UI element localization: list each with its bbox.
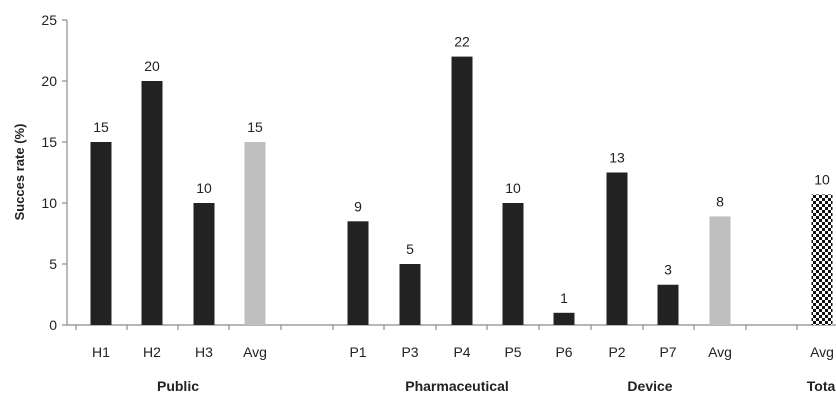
bar-device-p7 xyxy=(657,284,679,325)
bar-total-avg xyxy=(811,194,833,325)
data-label: 15 xyxy=(93,119,109,135)
y-tick-label: 20 xyxy=(41,73,57,89)
data-label: 8 xyxy=(716,193,724,209)
group-label-pharmaceutical: Pharmaceutical xyxy=(405,378,509,394)
group-label-total: Total xyxy=(807,378,836,394)
bar-public-h1 xyxy=(90,142,112,325)
bar-device-p2 xyxy=(606,172,628,325)
data-label: 22 xyxy=(454,34,470,50)
bar-public-h3 xyxy=(193,203,215,325)
data-label: 10 xyxy=(505,180,521,196)
bar-public-avg xyxy=(244,142,266,325)
y-tick-label: 0 xyxy=(49,317,57,333)
x-category-label: P6 xyxy=(555,344,572,360)
x-category-label: H2 xyxy=(143,344,161,360)
x-category-label: P1 xyxy=(349,344,366,360)
x-category-label: H1 xyxy=(92,344,110,360)
data-label: 15 xyxy=(247,119,263,135)
x-category-label: Avg xyxy=(810,344,834,360)
x-category-label: P7 xyxy=(659,344,676,360)
group-label-public: Public xyxy=(157,378,199,394)
bar-pharmaceutical-p6 xyxy=(553,312,575,325)
y-tick-label: 10 xyxy=(41,195,57,211)
data-label: 10 xyxy=(814,171,830,187)
x-category-label: P3 xyxy=(401,344,418,360)
x-category-label: P4 xyxy=(453,344,470,360)
x-category-label: H3 xyxy=(195,344,213,360)
x-category-label: Avg xyxy=(243,344,267,360)
x-category-label: P5 xyxy=(504,344,521,360)
bar-pharmaceutical-p4 xyxy=(451,56,473,325)
bar-pharmaceutical-p5 xyxy=(502,203,524,325)
bar-device-avg xyxy=(709,216,731,325)
y-axis-title: Succes rate (%) xyxy=(12,124,27,221)
data-label: 5 xyxy=(406,241,414,257)
data-label: 9 xyxy=(354,198,362,214)
data-label: 1 xyxy=(560,290,568,306)
bar-public-h2 xyxy=(141,81,163,325)
bar-pharmaceutical-p3 xyxy=(399,264,421,325)
group-label-device: Device xyxy=(627,378,672,394)
data-label: 20 xyxy=(144,58,160,74)
bar-pharmaceutical-p1 xyxy=(347,221,369,325)
x-category-label: Avg xyxy=(708,344,732,360)
data-label: 3 xyxy=(664,262,672,278)
y-tick-label: 25 xyxy=(41,12,57,28)
data-label: 13 xyxy=(609,150,625,166)
y-tick-label: 15 xyxy=(41,134,57,150)
data-label: 10 xyxy=(196,180,212,196)
x-category-label: P2 xyxy=(608,344,625,360)
y-tick-label: 5 xyxy=(49,256,57,272)
